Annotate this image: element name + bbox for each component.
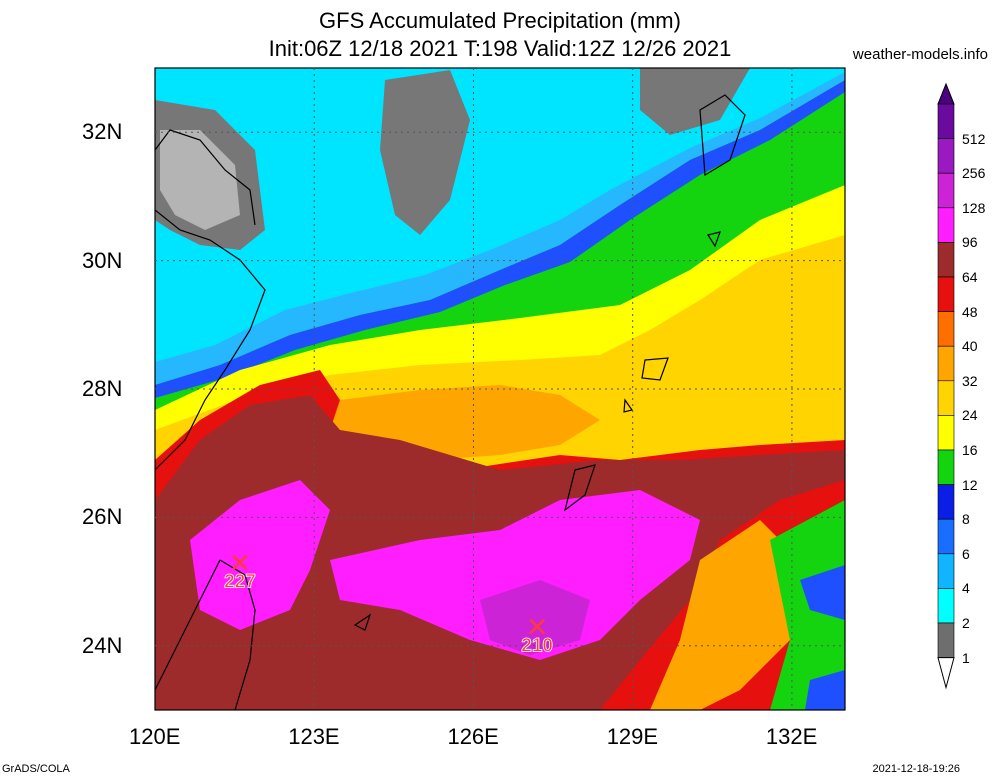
precip-band-grey-3 [640, 68, 750, 135]
precip-band-purple [480, 580, 590, 655]
colorbar-label: 6 [962, 545, 970, 562]
colorbar [937, 82, 955, 690]
colorbar-label: 2 [962, 615, 970, 631]
colorbar-segment [937, 449, 955, 485]
colorbar-top-arrow [937, 82, 955, 105]
precip-band-blue [155, 80, 845, 398]
precip-band-cyan [155, 68, 845, 362]
colorbar-segment [937, 622, 955, 658]
colorbar-segment [937, 553, 955, 589]
colorbar-segment [937, 518, 955, 555]
colorbar-label: 16 [962, 442, 978, 458]
colorbar-segment [937, 380, 955, 416]
colorbar-segment [937, 345, 955, 382]
precip-band-lightgrey [160, 130, 240, 230]
max-marker-label: 227 [224, 571, 256, 592]
precip-band-green-se [770, 500, 845, 710]
precip-band-magenta-2 [330, 490, 700, 660]
colorbar-segment [937, 484, 955, 520]
lat-tick-label: 24N [82, 632, 123, 658]
chart-title: GFS Accumulated Precipitation (mm) [319, 8, 681, 33]
lat-tick-label: 28N [82, 376, 123, 401]
colorbar-label: 128 [962, 199, 986, 216]
colorbar-label: 96 [962, 234, 978, 251]
precip-band-blue-se-2 [805, 670, 845, 710]
precip-band-blue-se [800, 565, 845, 620]
colorbar-segment [937, 207, 955, 243]
colorbar-segment [937, 588, 955, 624]
source-label: weather-models.info [852, 46, 988, 63]
lon-tick-label: 126E [447, 724, 499, 749]
colorbar-label: 64 [962, 269, 978, 285]
max-markers: 227 210 [224, 554, 553, 657]
colorbar-label: 256 [962, 165, 986, 182]
lat-tick-label: 30N [82, 247, 123, 273]
lat-tick-label: 26N [82, 504, 123, 530]
colorbar-segment [937, 172, 955, 209]
colorbar-label: 24 [962, 407, 978, 424]
max-marker-cross [529, 618, 546, 635]
colorbar-label: 32 [962, 372, 978, 389]
lon-tick-label: 123E [288, 724, 340, 749]
colorbar-label: 12 [962, 476, 978, 493]
colorbar-segment [937, 415, 955, 451]
max-marker: 210 [521, 618, 553, 657]
footer-timestamp: 2021-12-18-19:26 [872, 763, 960, 775]
colorbar-label: 4 [962, 580, 970, 597]
colorbar-label: 512 [962, 130, 986, 147]
coastlines [155, 94, 746, 710]
max-marker-label: 210 [521, 636, 553, 657]
colorbar-segment [937, 242, 955, 278]
colorbar-segment [937, 103, 955, 139]
colorbar-label: 40 [962, 338, 978, 355]
precip-band-orange-se [650, 520, 800, 710]
footer-credit: GrADS/COLA [2, 763, 70, 775]
lon-tick-label: 129E [606, 724, 659, 749]
colorbar-bottom-arrow [937, 657, 955, 690]
colorbar-label: 8 [962, 511, 970, 528]
precip-field [155, 68, 845, 710]
colorbar-segment [937, 138, 955, 174]
lon-tick-label: 120E [129, 724, 181, 749]
colorbar-label: 1 [962, 649, 970, 666]
colorbar-label: 48 [962, 303, 978, 320]
colorbar-segment [937, 311, 955, 347]
precip-band-grey-2 [380, 70, 470, 235]
lat-tick-label: 32N [82, 119, 123, 145]
grid-lines [155, 68, 845, 710]
max-marker: 227 [224, 554, 256, 593]
colorbar-segment [937, 276, 955, 312]
max-marker-cross [232, 554, 248, 571]
lon-tick-label: 132E [765, 724, 818, 749]
chart-subtitle: Init:06Z 12/18 2021 T:198 Valid:12Z 12/2… [268, 36, 732, 61]
